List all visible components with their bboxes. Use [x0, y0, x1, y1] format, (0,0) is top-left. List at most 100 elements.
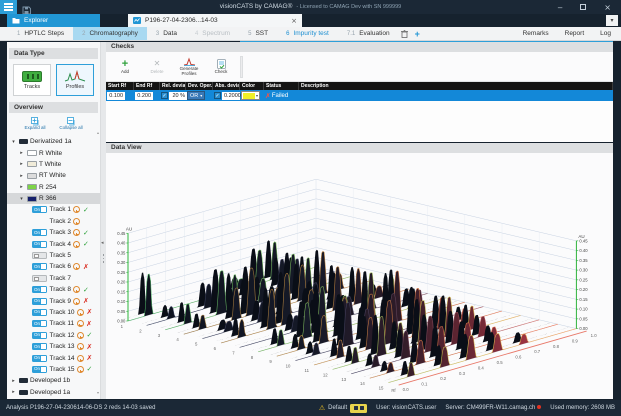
remarks-link[interactable]: Remarks [522, 30, 549, 37]
svg-text:0.25: 0.25 [117, 270, 126, 275]
track-toggle[interactable] [32, 274, 47, 282]
tree-item-r-white[interactable]: ▸ R White [7, 147, 100, 158]
track-toggle[interactable]: On [32, 229, 47, 237]
close-button[interactable]: × [604, 2, 611, 12]
tree-expander-icon[interactable]: ▸ [20, 184, 23, 191]
track-toggle[interactable]: On [32, 263, 47, 271]
tree-item-label: Track 15 [49, 365, 75, 373]
log-link[interactable]: Log [600, 30, 611, 37]
abs-devia-field[interactable]: 0.2000 [222, 91, 241, 100]
tree-expander-icon[interactable]: ▸ [20, 161, 23, 168]
tree-item-developed-1a[interactable]: ▸ Developed 1a [7, 387, 100, 398]
chromatogram-3d-chart[interactable]: 0.00.10.20.30.40.50.60.70.80.91.0Rf12345… [106, 153, 613, 399]
track-toggle[interactable]: On [32, 320, 47, 328]
track-toggle[interactable] [32, 252, 47, 260]
tree-scroll-down-icon[interactable]: ▾ [96, 390, 99, 395]
tree-scroll-up-icon[interactable]: ▴ [96, 130, 99, 135]
tree-expander-icon[interactable]: ▸ [12, 377, 15, 384]
nav-step-hptlc-steps[interactable]: 1 HPTLC Steps [8, 27, 73, 40]
tree-expander-icon[interactable]: ▸ [20, 150, 23, 157]
splitter-collapse-icon[interactable]: ◂ [101, 240, 104, 246]
tree-item-track-13[interactable]: On Track 13 ✗ [7, 341, 100, 352]
document-tab-close-icon[interactable]: × [291, 16, 297, 25]
tab-explorer[interactable]: Explorer [7, 14, 100, 27]
nav-step-chromatography[interactable]: 2 Chromatography [73, 27, 147, 40]
tree-item-track-6[interactable]: On Track 6 ✗ [7, 261, 100, 272]
tree-item-r-366[interactable]: ▾ R 366 [7, 192, 100, 205]
tree-item-r-254[interactable]: ▸ R 254 [7, 182, 100, 193]
track-toggle[interactable]: On [32, 343, 47, 351]
track-toggle[interactable]: On [32, 286, 47, 294]
svg-text:0.5: 0.5 [497, 360, 504, 365]
track-toggle[interactable]: On [32, 354, 47, 362]
track-toggle[interactable]: On [32, 206, 47, 214]
tree-item-rt-white[interactable]: ▸ RT White [7, 170, 100, 181]
start-rf-field[interactable]: 0.100 [107, 91, 125, 100]
tree-expander-icon[interactable]: ▸ [20, 172, 23, 179]
rel-devia-checkbox[interactable]: ✓ [161, 92, 168, 99]
tracks-view-button[interactable]: Tracks [13, 64, 51, 96]
nav-step-spectrum[interactable]: 4 Spectrum [186, 27, 239, 40]
add-check-button[interactable]: + Add [110, 53, 140, 80]
track-toggle[interactable]: On [32, 308, 47, 316]
rel-devia-field[interactable]: 20 % [169, 91, 187, 100]
nav-step-data[interactable]: 3 Data [147, 27, 186, 40]
tab-overflow-button[interactable]: ▾ [606, 15, 618, 26]
tree-item-label: Track 6 [49, 263, 71, 271]
minimize-button[interactable]: – [557, 2, 563, 12]
tab-document[interactable]: P196-27-04-2306...14-03 × [128, 14, 302, 27]
tree-item-track-8[interactable]: On Track 8 ✓ [7, 284, 100, 295]
abs-devia-checkbox[interactable]: ✓ [214, 92, 221, 99]
tree-item-track-10[interactable]: On Track 10 ✗ [7, 307, 100, 318]
memory-status: Used memory: 2608 MB [550, 405, 615, 411]
track-toggle[interactable]: On [32, 365, 47, 373]
tree-item-track-2[interactable]: Track 2 [7, 216, 100, 227]
tree-item-t-white[interactable]: ▸ T White [7, 159, 100, 170]
tree-item-track-1[interactable]: On Track 1 ✓ [7, 204, 100, 215]
tree-item-track-12[interactable]: On Track 12 ✓ [7, 330, 100, 341]
color-dropdown[interactable]: ▾ [241, 91, 261, 100]
main-menu-icon[interactable] [0, 0, 17, 14]
maximize-button[interactable] [580, 4, 587, 10]
profiles-view-button[interactable]: Profiles [56, 64, 94, 96]
add-button-label: Add [120, 68, 129, 74]
nav-step-evaluation[interactable]: 7.1 Evaluation [338, 27, 399, 40]
tree-item-track-11[interactable]: On Track 11 ✗ [7, 318, 100, 329]
tree-expander-icon[interactable]: ▸ [12, 389, 15, 396]
dev-oper-value: OR [190, 92, 199, 99]
tree-item-track-3[interactable]: On Track 3 ✓ [7, 227, 100, 238]
sidebar-splitter[interactable]: ◂ [101, 42, 106, 399]
mode-badge[interactable]: ⚠ Default [319, 403, 368, 413]
tree-item-track-9[interactable]: On Track 9 ✗ [7, 295, 100, 306]
report-link[interactable]: Report [564, 30, 585, 37]
track-toggle[interactable]: On [32, 297, 47, 305]
end-rf-field[interactable]: 0.200 [135, 91, 153, 100]
nav-step-impurity-test[interactable]: 6 Impurity test [277, 27, 338, 40]
track-toggle[interactable]: On [32, 240, 47, 248]
svg-text:0.40: 0.40 [117, 241, 126, 246]
collapse-all-button[interactable]: Collapse all [56, 117, 86, 131]
save-icon[interactable] [22, 2, 31, 20]
tree-item-track-15[interactable]: On Track 15 ✓ [7, 364, 100, 375]
tree-item-track-5[interactable]: Track 5 [7, 250, 100, 261]
check-button[interactable]: Check [206, 53, 236, 80]
check-row-selected[interactable]: 0.100 0.200 ✓ 20 % OR ▾ ✓ 0.2000 ▾ ✗ Failed [106, 90, 613, 101]
tree-expander-icon[interactable]: ▾ [20, 195, 23, 202]
generate-profiles-button[interactable]: Generate Profiles [174, 53, 204, 80]
generate-profiles-icon [183, 57, 195, 66]
delete-evaluation-icon[interactable] [400, 25, 408, 43]
add-evaluation-button[interactable]: + [414, 28, 420, 39]
tree-item-track-7[interactable]: Track 7 [7, 273, 100, 284]
nav-step-sst[interactable]: 5 SST [239, 27, 277, 40]
delete-check-button[interactable]: ✕ Delete [142, 53, 172, 80]
status-value: Failed [271, 92, 289, 99]
tree-item-track-4[interactable]: On Track 4 ✓ [7, 238, 100, 249]
track-toggle[interactable]: On [32, 331, 47, 339]
tree-item-track-14[interactable]: On Track 14 ✗ [7, 352, 100, 363]
expand-all-button[interactable]: Expand all [20, 117, 50, 131]
tree-item-derivatized-1a[interactable]: ▾ Derivatized 1a [7, 136, 100, 147]
tree-item-developed-1b[interactable]: ▸ Developed 1b [7, 375, 100, 386]
tree-expander-icon[interactable]: ▾ [12, 138, 15, 145]
dev-oper-dropdown[interactable]: OR ▾ [187, 91, 206, 100]
